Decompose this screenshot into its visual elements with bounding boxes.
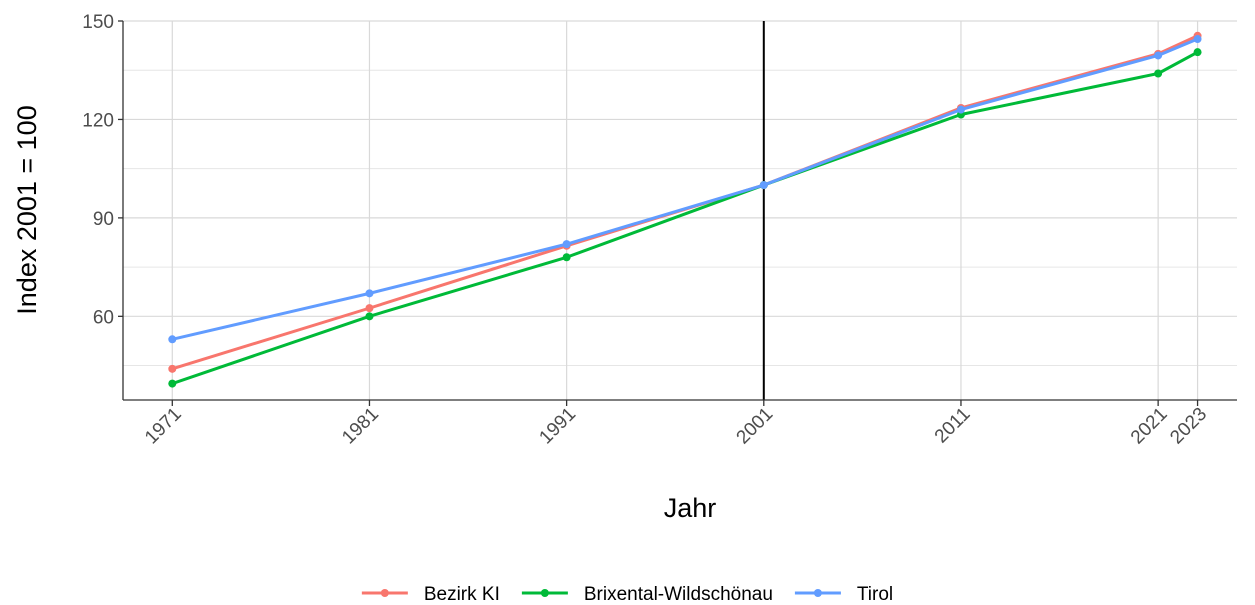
- y-tick-label: 90: [93, 209, 114, 230]
- legend-label: Brixental-Wildschönau: [584, 584, 773, 605]
- legend-key-point: [380, 589, 389, 597]
- x-tick-label: 2011: [931, 404, 975, 448]
- legend-label: Bezirk KI: [424, 584, 500, 605]
- data-point: [562, 240, 571, 249]
- x-axis-title: Jahr: [664, 493, 717, 523]
- legend-label: Tirol: [857, 584, 893, 605]
- legend-item: Brixental-Wildschönau: [521, 584, 773, 605]
- data-point: [1193, 35, 1202, 44]
- legend-item: Bezirk KI: [361, 584, 500, 605]
- y-axis-title: Index 2001 = 100: [12, 105, 42, 314]
- series-lines: [168, 31, 1202, 388]
- y-tick-label: 60: [93, 307, 114, 328]
- data-point: [168, 335, 177, 344]
- y-tick-label: 150: [82, 12, 114, 33]
- x-tick-label: 1971: [141, 404, 186, 449]
- x-tick-label: 2001: [733, 404, 778, 449]
- legend: Bezirk KI Brixental-Wildschönau Tirol: [361, 584, 893, 605]
- data-point: [956, 105, 965, 114]
- data-point: [365, 312, 374, 321]
- axes: [122, 21, 1237, 401]
- legend-key-point: [813, 589, 822, 597]
- x-tick-label: 1991: [535, 404, 580, 449]
- data-point: [1154, 51, 1163, 60]
- legend-key-point: [540, 589, 549, 597]
- data-point: [365, 304, 374, 313]
- x-tick-label: 2021: [1127, 404, 1172, 449]
- data-point: [562, 253, 571, 262]
- data-point: [1193, 48, 1202, 57]
- x-tick-label: 2023: [1166, 404, 1211, 449]
- data-point: [759, 181, 768, 190]
- data-point: [365, 289, 374, 298]
- data-point: [1154, 69, 1163, 78]
- y-tick-label: 120: [82, 110, 114, 131]
- y-axis-ticks: 60 90 120 150: [82, 12, 123, 328]
- data-point: [168, 364, 177, 373]
- x-tick-label: 1981: [338, 404, 383, 449]
- data-point: [168, 379, 177, 388]
- legend-item: Tirol: [794, 584, 893, 605]
